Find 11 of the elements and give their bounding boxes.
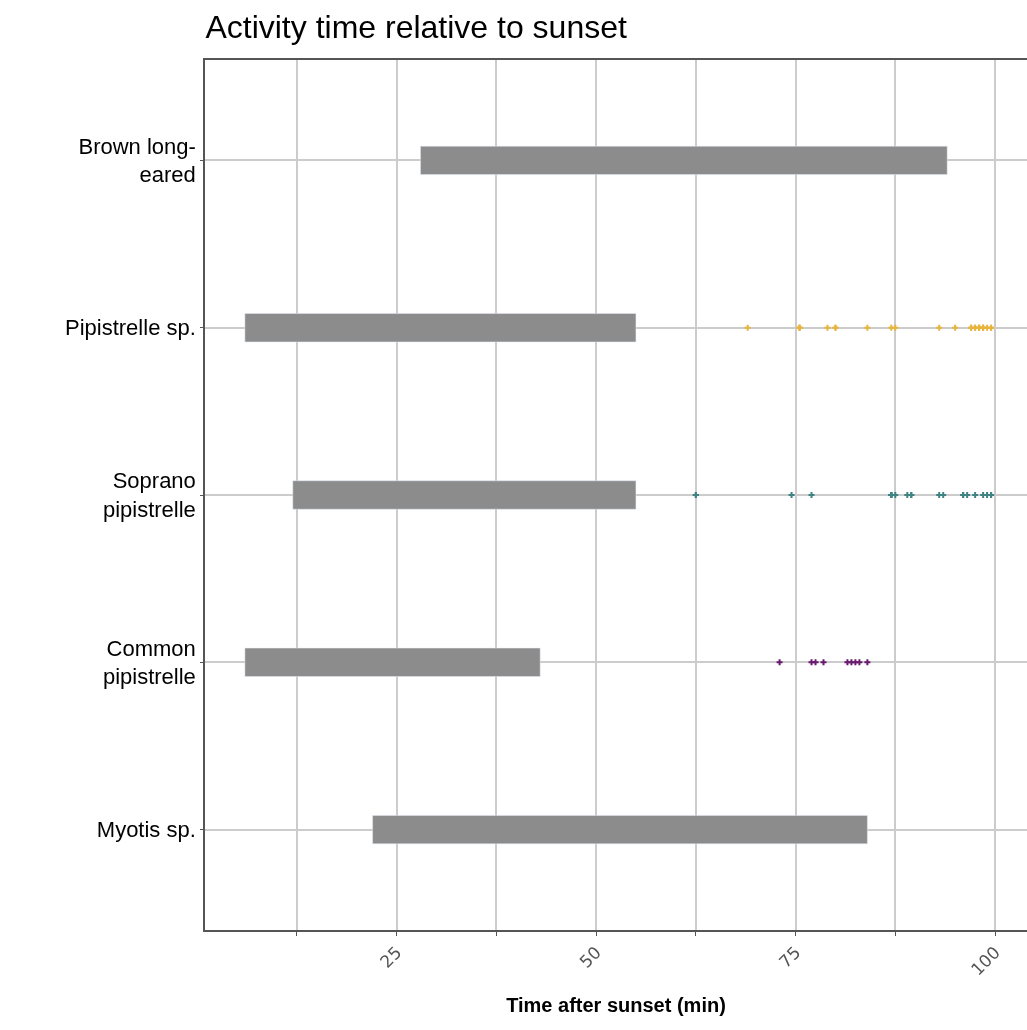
x-axis-title: Time after sunset (min) xyxy=(506,994,726,1017)
x-tick-label: 75 xyxy=(774,942,805,972)
y-tick-label: Myotis sp. xyxy=(96,817,196,843)
y-tick-label: Common pipistrelle xyxy=(102,635,196,690)
y-tick-label: Pipistrelle sp. xyxy=(65,315,196,341)
y-tick-label: Soprano pipistrelle xyxy=(102,468,196,522)
x-tick-label: 100 xyxy=(966,942,1004,980)
chart-title: Activity time relative to sunset xyxy=(205,8,627,45)
x-tick-label: 50 xyxy=(575,942,605,972)
x-tick-label: 25 xyxy=(375,942,406,972)
y-tick-label: Brown long-eared xyxy=(78,133,196,188)
